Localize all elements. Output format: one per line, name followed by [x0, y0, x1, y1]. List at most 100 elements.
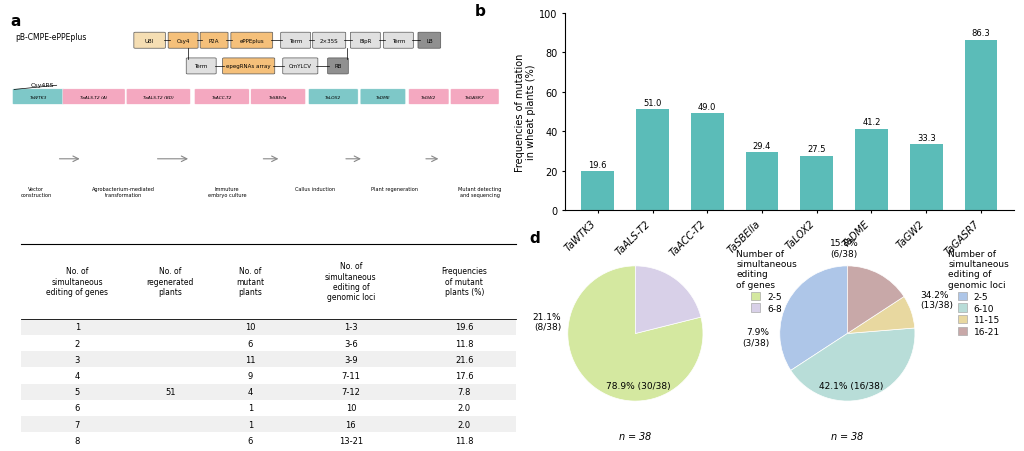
Text: Mutant detecting
and sequencing: Mutant detecting and sequencing — [458, 187, 502, 198]
Text: 17.6: 17.6 — [455, 371, 474, 380]
Wedge shape — [568, 266, 702, 401]
Text: 3-9: 3-9 — [344, 355, 357, 364]
Text: 15.8%
(6/38): 15.8% (6/38) — [829, 239, 858, 258]
Text: 6: 6 — [248, 339, 253, 348]
Text: Callus induction: Callus induction — [295, 187, 335, 192]
Bar — [20, 351, 516, 368]
Text: 2.0: 2.0 — [458, 420, 471, 429]
Wedge shape — [635, 266, 701, 334]
FancyBboxPatch shape — [308, 90, 358, 105]
Text: CmYLCV: CmYLCV — [289, 64, 311, 69]
Text: Plant regeneration: Plant regeneration — [372, 187, 418, 192]
Text: TaLOX2: TaLOX2 — [326, 95, 341, 99]
Text: 1: 1 — [75, 323, 80, 332]
Text: 1: 1 — [248, 404, 253, 413]
Text: 13-21: 13-21 — [339, 436, 362, 445]
Text: 7: 7 — [75, 420, 80, 429]
Text: 2.0: 2.0 — [458, 404, 471, 413]
Text: 7-11: 7-11 — [341, 371, 360, 380]
Text: No. of
regenerated
plants: No. of regenerated plants — [146, 267, 194, 297]
Text: 11: 11 — [245, 355, 255, 364]
FancyBboxPatch shape — [126, 90, 190, 105]
FancyBboxPatch shape — [134, 33, 165, 49]
Text: UBI: UBI — [145, 39, 155, 44]
FancyBboxPatch shape — [186, 59, 216, 75]
Bar — [20, 319, 516, 336]
Text: $n$ = 38: $n$ = 38 — [618, 429, 652, 442]
Text: TaGASR7: TaGASR7 — [465, 95, 484, 99]
Text: TaSBElla: TaSBElla — [269, 95, 288, 99]
Text: 10: 10 — [346, 404, 356, 413]
Text: TaALS-T2 (BD): TaALS-T2 (BD) — [143, 95, 174, 99]
Bar — [965, 41, 997, 211]
Text: 41.2: 41.2 — [862, 118, 881, 127]
Text: 7-12: 7-12 — [341, 387, 360, 396]
Text: 6: 6 — [75, 404, 80, 413]
Text: Csy4RS: Csy4RS — [31, 83, 54, 88]
Text: No. of
simultaneous
editing of genes: No. of simultaneous editing of genes — [46, 267, 109, 297]
FancyBboxPatch shape — [195, 90, 249, 105]
Bar — [582, 172, 614, 211]
FancyBboxPatch shape — [251, 90, 305, 105]
Text: pB-CMPE-ePPEplus: pB-CMPE-ePPEplus — [15, 33, 87, 41]
Text: 19.6: 19.6 — [456, 323, 474, 332]
Text: TaDME: TaDME — [376, 95, 390, 99]
Text: No. of
mutant
plants: No. of mutant plants — [237, 267, 264, 297]
Text: 16: 16 — [345, 420, 356, 429]
Text: 3-6: 3-6 — [344, 339, 357, 348]
Bar — [745, 153, 778, 211]
Text: 5: 5 — [75, 387, 80, 396]
FancyBboxPatch shape — [312, 33, 346, 49]
Text: Term: Term — [391, 39, 406, 44]
Bar — [636, 110, 669, 211]
Text: LB: LB — [426, 39, 433, 44]
Text: 11.8: 11.8 — [456, 436, 474, 445]
Text: 2×35S: 2×35S — [319, 39, 339, 44]
FancyBboxPatch shape — [12, 90, 65, 105]
FancyBboxPatch shape — [418, 33, 440, 49]
FancyBboxPatch shape — [283, 59, 317, 75]
FancyBboxPatch shape — [200, 33, 228, 49]
Text: Vector
construction: Vector construction — [20, 187, 51, 198]
Text: 27.5: 27.5 — [808, 145, 826, 154]
Text: 49.0: 49.0 — [698, 103, 717, 112]
Text: epegRNAs array: epegRNAs array — [226, 64, 271, 69]
Text: 19.6: 19.6 — [589, 161, 607, 170]
Text: 21.6: 21.6 — [456, 355, 474, 364]
Text: TaALS-T2 (A): TaALS-T2 (A) — [80, 95, 108, 99]
Bar — [909, 145, 943, 211]
Text: $n$ = 38: $n$ = 38 — [830, 429, 864, 442]
FancyBboxPatch shape — [168, 33, 198, 49]
Legend: 2-5, 6-8: 2-5, 6-8 — [733, 245, 801, 317]
Bar — [20, 384, 516, 400]
Text: 3: 3 — [75, 355, 80, 364]
Text: ePPEplus: ePPEplus — [240, 39, 264, 44]
Text: Immuture
embryo culture: Immuture embryo culture — [208, 187, 247, 198]
FancyBboxPatch shape — [360, 90, 406, 105]
Text: 42.1% (16/38): 42.1% (16/38) — [818, 381, 883, 390]
Text: 11.8: 11.8 — [456, 339, 474, 348]
Text: Term: Term — [195, 64, 208, 69]
FancyBboxPatch shape — [230, 33, 272, 49]
FancyBboxPatch shape — [222, 59, 274, 75]
Text: 8: 8 — [75, 436, 80, 445]
Text: RB: RB — [334, 64, 342, 69]
Text: 1-3: 1-3 — [344, 323, 357, 332]
Text: 29.4: 29.4 — [753, 142, 771, 150]
Text: 2: 2 — [75, 339, 80, 348]
Text: 21.1%
(8/38): 21.1% (8/38) — [532, 312, 561, 331]
Text: 4: 4 — [248, 387, 253, 396]
Bar — [691, 114, 724, 211]
FancyBboxPatch shape — [409, 90, 449, 105]
Text: 33.3: 33.3 — [916, 133, 936, 143]
Text: 9: 9 — [248, 371, 253, 380]
Text: Agrobacterium-mediated
transformation: Agrobacterium-mediated transformation — [92, 187, 156, 198]
Wedge shape — [848, 266, 904, 334]
Wedge shape — [780, 266, 848, 371]
Text: 1: 1 — [248, 420, 253, 429]
Text: b: b — [475, 4, 486, 18]
Text: 7.8: 7.8 — [458, 387, 471, 396]
Text: Csy4: Csy4 — [176, 39, 189, 44]
FancyBboxPatch shape — [383, 33, 414, 49]
Text: a: a — [10, 14, 20, 28]
